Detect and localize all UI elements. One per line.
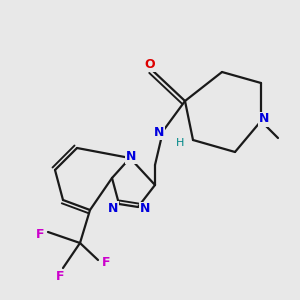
Text: N: N	[154, 125, 164, 139]
Text: F: F	[36, 227, 44, 241]
Text: N: N	[126, 149, 136, 163]
Text: F: F	[56, 271, 64, 284]
Text: N: N	[140, 202, 150, 215]
Text: N: N	[108, 202, 118, 214]
Text: O: O	[145, 58, 155, 70]
Text: H: H	[176, 138, 184, 148]
Text: F: F	[102, 256, 110, 268]
Text: N: N	[259, 112, 269, 125]
